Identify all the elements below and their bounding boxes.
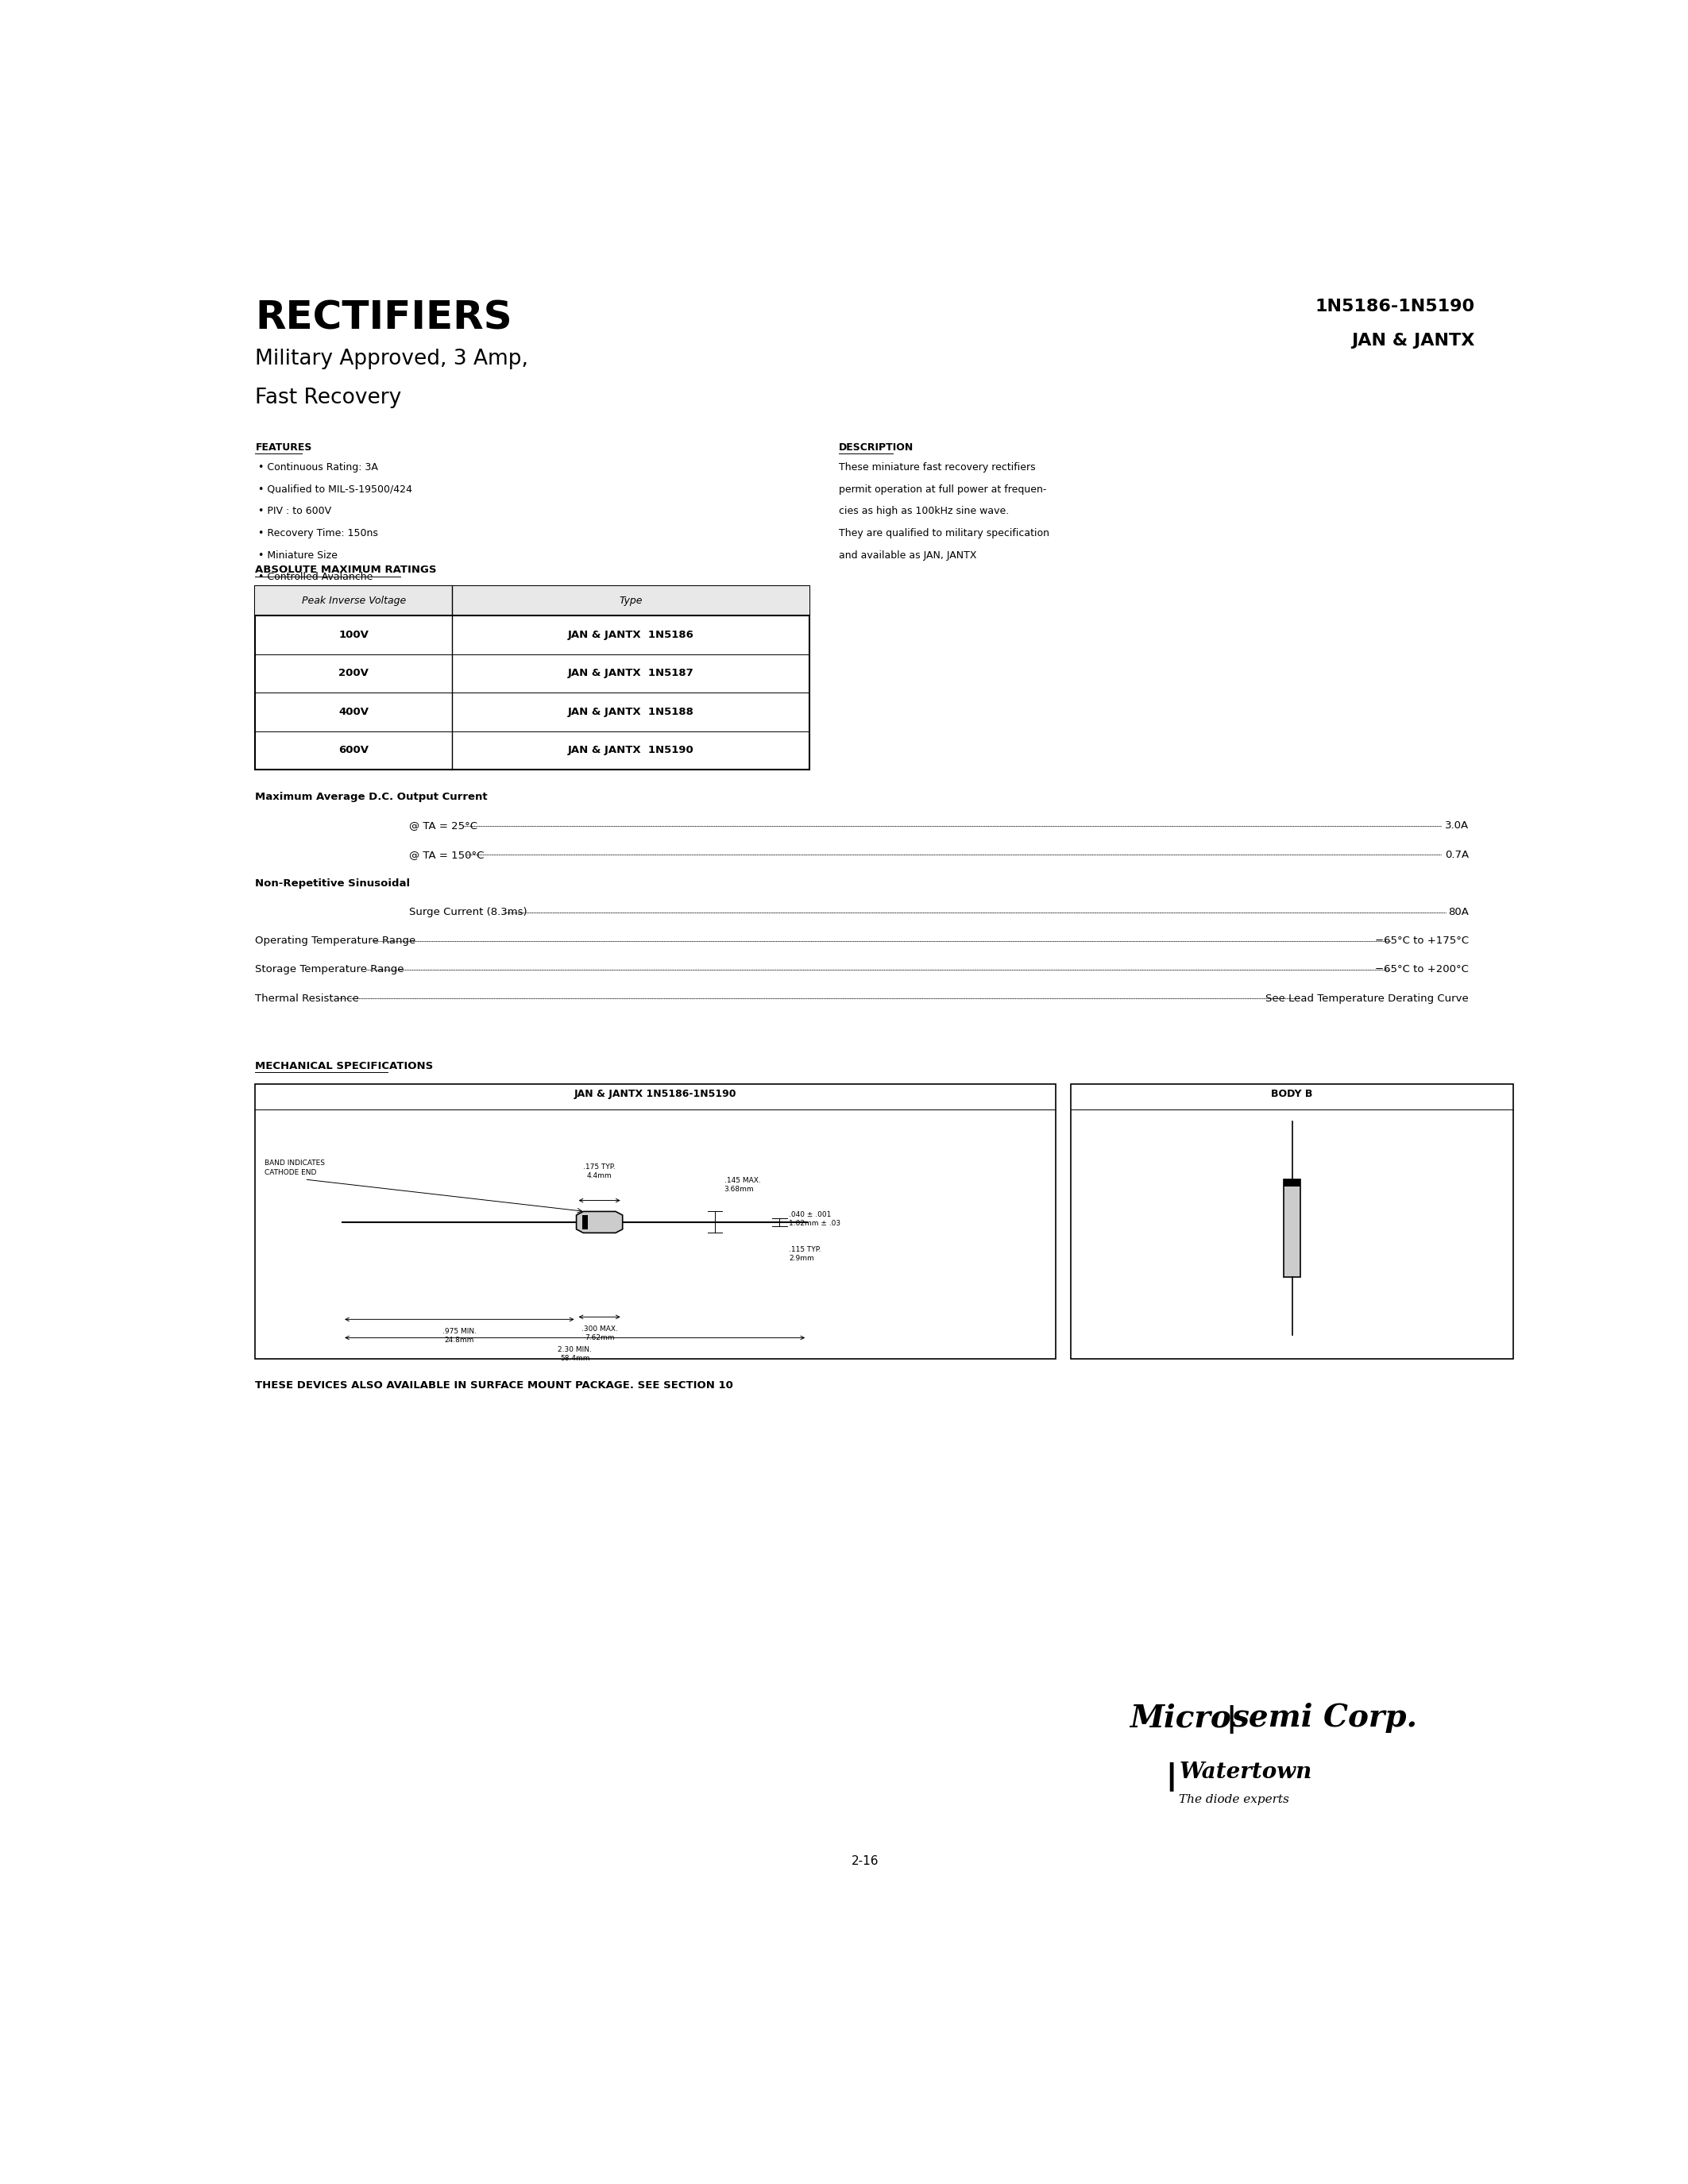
Text: Micro: Micro: [1129, 1704, 1232, 1734]
Bar: [582, 1214, 587, 1230]
Text: JAN & JANTX  1N5190: JAN & JANTX 1N5190: [567, 745, 694, 756]
Polygon shape: [576, 1212, 623, 1234]
Text: Operating Temperature Range: Operating Temperature Range: [255, 935, 415, 946]
Text: .040 ± .001
1.02mm ± .03: .040 ± .001 1.02mm ± .03: [788, 1212, 841, 1227]
Text: Type: Type: [619, 596, 643, 605]
Text: Thermal Resistance: Thermal Resistance: [255, 994, 360, 1002]
Text: ABSOLUTE MAXIMUM RATINGS: ABSOLUTE MAXIMUM RATINGS: [255, 566, 437, 574]
Text: .175 TYP.
4.4mm: .175 TYP. 4.4mm: [584, 1164, 616, 1179]
Text: Storage Temperature Range: Storage Temperature Range: [255, 965, 403, 974]
Text: JAN & JANTX: JAN & JANTX: [1352, 332, 1475, 347]
Text: JAN & JANTX  1N5188: JAN & JANTX 1N5188: [567, 708, 694, 716]
Text: 1N5186-1N5190: 1N5186-1N5190: [1315, 299, 1475, 314]
Text: MECHANICAL SPECIFICATIONS: MECHANICAL SPECIFICATIONS: [255, 1061, 434, 1070]
Text: 2.30 MIN.
58.4mm: 2.30 MIN. 58.4mm: [557, 1345, 592, 1363]
Text: • Recovery Time: 150ns: • Recovery Time: 150ns: [258, 529, 378, 539]
Text: 2-16: 2-16: [851, 1854, 879, 1867]
Text: permit operation at full power at frequen-: permit operation at full power at freque…: [839, 485, 1047, 494]
Text: @ TA = 25°C: @ TA = 25°C: [408, 821, 478, 832]
Text: .115 TYP.
2.9mm: .115 TYP. 2.9mm: [788, 1247, 820, 1262]
Bar: [255, 585, 809, 616]
Text: The diode experts: The diode experts: [1178, 1793, 1290, 1804]
Text: JAN & JANTX 1N5186-1N5190: JAN & JANTX 1N5186-1N5190: [574, 1090, 736, 1099]
Text: • Controlled Avalanche: • Controlled Avalanche: [258, 572, 373, 583]
Text: −65°C to +200°C: −65°C to +200°C: [1376, 965, 1469, 974]
Text: THESE DEVICES ALSO AVAILABLE IN SURFACE MOUNT PACKAGE. SEE SECTION 10: THESE DEVICES ALSO AVAILABLE IN SURFACE …: [255, 1380, 733, 1391]
Text: Fast Recovery: Fast Recovery: [255, 387, 402, 408]
Text: Watertown: Watertown: [1178, 1762, 1312, 1782]
Text: FEATURES: FEATURES: [255, 443, 312, 452]
Text: cies as high as 100kHz sine wave.: cies as high as 100kHz sine wave.: [839, 507, 1009, 515]
Text: BODY B: BODY B: [1271, 1090, 1313, 1099]
Text: semi Corp.: semi Corp.: [1232, 1704, 1418, 1734]
Text: JAN & JANTX  1N5186: JAN & JANTX 1N5186: [567, 629, 694, 640]
Text: @ TA = 150°C: @ TA = 150°C: [408, 850, 484, 860]
Text: .975 MIN.
24.8mm: .975 MIN. 24.8mm: [442, 1328, 476, 1343]
Text: −65°C to +175°C: −65°C to +175°C: [1376, 935, 1469, 946]
Text: .300 MAX.
7.62mm: .300 MAX. 7.62mm: [581, 1326, 618, 1341]
Text: Non-Repetitive Sinusoidal: Non-Repetitive Sinusoidal: [255, 878, 410, 889]
Text: Maximum Average D.C. Output Current: Maximum Average D.C. Output Current: [255, 793, 488, 802]
Text: • Qualified to MIL-S-19500/424: • Qualified to MIL-S-19500/424: [258, 485, 412, 494]
Text: • Continuous Rating: 3A: • Continuous Rating: 3A: [258, 463, 378, 472]
Text: Surge Current (8.3ms): Surge Current (8.3ms): [408, 906, 527, 917]
Text: They are qualified to military specification: They are qualified to military specifica…: [839, 529, 1050, 539]
Text: • PIV : to 600V: • PIV : to 600V: [258, 507, 331, 515]
Bar: [1283, 1179, 1301, 1186]
Text: 200V: 200V: [339, 668, 370, 679]
Text: Military Approved, 3 Amp,: Military Approved, 3 Amp,: [255, 349, 528, 369]
Text: and available as JAN, JANTX: and available as JAN, JANTX: [839, 550, 977, 561]
Text: ┃: ┃: [1163, 1762, 1178, 1791]
Bar: [1070, 1083, 1512, 1358]
Text: 400V: 400V: [339, 708, 370, 716]
Text: See Lead Temperature Derating Curve: See Lead Temperature Derating Curve: [1266, 994, 1469, 1002]
Bar: [255, 1083, 1055, 1358]
Text: JAN & JANTX  1N5187: JAN & JANTX 1N5187: [567, 668, 694, 679]
Text: 80A: 80A: [1448, 906, 1469, 917]
Bar: [255, 585, 809, 769]
Text: 100V: 100V: [339, 629, 370, 640]
Text: |: |: [1225, 1706, 1237, 1734]
Text: 3.0A: 3.0A: [1445, 821, 1469, 832]
Text: RECTIFIERS: RECTIFIERS: [255, 299, 513, 336]
Text: Peak Inverse Voltage: Peak Inverse Voltage: [302, 596, 405, 605]
Text: These miniature fast recovery rectifiers: These miniature fast recovery rectifiers: [839, 463, 1036, 472]
Text: 0.7A: 0.7A: [1445, 850, 1469, 860]
Text: BAND INDICATES
CATHODE END: BAND INDICATES CATHODE END: [265, 1160, 324, 1177]
Bar: [1283, 1179, 1301, 1278]
Text: • Miniature Size: • Miniature Size: [258, 550, 338, 561]
Text: .145 MAX.
3.68mm: .145 MAX. 3.68mm: [724, 1177, 761, 1192]
Text: DESCRIPTION: DESCRIPTION: [839, 443, 913, 452]
Text: 600V: 600V: [339, 745, 370, 756]
